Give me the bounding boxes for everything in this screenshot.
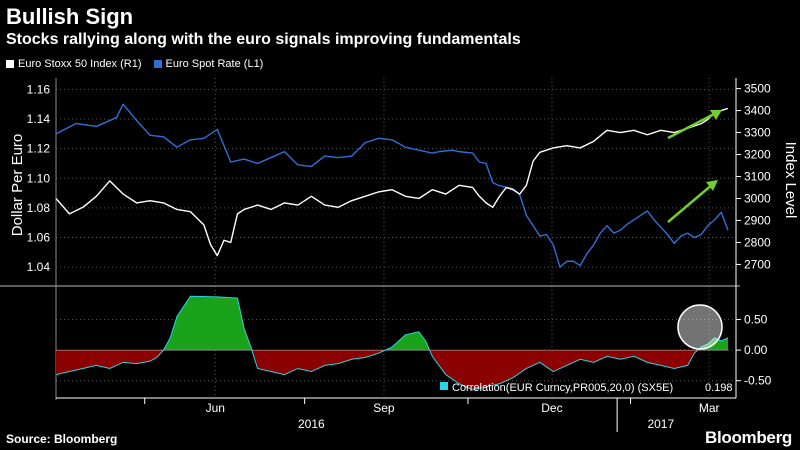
legend-swatch-euro (153, 60, 162, 68)
left-tick-6: 1.16 (27, 82, 51, 96)
green-arrow-upper (667, 110, 719, 140)
year-label-1: 2017 (647, 417, 674, 431)
legend-swatch-stoxx (6, 60, 14, 68)
month-label-2: Dec (541, 401, 562, 415)
left-tick-1: 1.06 (27, 231, 51, 245)
right-tick-8: 3500 (744, 82, 771, 96)
year-label-0: 2016 (298, 417, 325, 431)
legend-item-euro: Euro Spot Rate (L1) (153, 58, 264, 70)
corr-tick-0: 0.50 (744, 313, 768, 327)
right-tick-1: 2800 (744, 235, 771, 249)
annotations (667, 110, 723, 350)
euro-stoxx-line (55, 107, 729, 257)
left-tick-5: 1.14 (27, 112, 51, 126)
chart-title: Bullish Sign (6, 4, 134, 29)
legend-label-euro: Euro Spot Rate (L1) (165, 58, 264, 70)
correlation-legend-label: Correlation(EUR Curncy,PR005,20,0) (SX5E… (452, 382, 673, 394)
correlation-positive-area (163, 296, 728, 351)
left-tick-2: 1.08 (27, 201, 51, 215)
corr-tick-2: -0.50 (744, 374, 772, 388)
x-ticks: Jun Sep Dec Mar 2016 2017 (144, 398, 720, 432)
correlation-negative-area (56, 350, 728, 390)
chart-subtitle: Stocks rallying along with the euro sign… (6, 31, 521, 48)
right-tick-2: 2900 (744, 213, 771, 227)
right-tick-3: 3000 (744, 191, 771, 205)
right-tick-5: 3200 (744, 148, 771, 162)
source-note: Source: Bloomberg (6, 432, 118, 446)
month-label-0: Jun (206, 401, 225, 415)
left-ticks: 1.04 1.06 1.08 1.10 1.12 1.14 1.16 (27, 82, 51, 274)
right-tick-4: 3100 (744, 170, 771, 184)
correlation-line (55, 295, 729, 391)
correlation-last-value: 0.198 (705, 382, 733, 394)
left-tick-3: 1.10 (27, 171, 51, 185)
price-lines (55, 103, 729, 268)
green-arrow-lower-head (706, 180, 718, 191)
correlation-ticks: 0.50 0.00 -0.50 (736, 313, 772, 388)
legend-item-stoxx: Euro Stoxx 50 Index (R1) (6, 58, 142, 70)
legend: Euro Stoxx 50 Index (R1) Euro Spot Rate … (6, 58, 263, 70)
right-tick-0: 2700 (744, 257, 771, 271)
right-tick-6: 3300 (744, 126, 771, 140)
month-label-3: Mar (699, 401, 720, 415)
green-arrow-upper-head (710, 110, 722, 120)
euro-spot-rate-line (55, 103, 729, 268)
green-arrow-lower (667, 183, 714, 223)
legend-label-stoxx: Euro Stoxx 50 Index (R1) (18, 58, 142, 70)
right-tick-7: 3400 (744, 104, 771, 118)
bloomberg-logo: Bloomberg (704, 428, 792, 447)
month-label-1: Sep (373, 401, 395, 415)
left-tick-4: 1.12 (27, 142, 51, 156)
right-ticks: 2700 2800 2900 3000 3100 3200 3300 3400 3500 (736, 82, 771, 271)
correlation-area (55, 295, 729, 391)
correlation-legend-swatch (440, 382, 448, 390)
left-axis-label: Dollar Per Euro (9, 134, 26, 237)
left-tick-0: 1.04 (27, 260, 51, 274)
right-axis-label: Index Level (782, 142, 799, 219)
corr-tick-1: 0.00 (744, 343, 768, 357)
highlight-circle (677, 304, 723, 350)
